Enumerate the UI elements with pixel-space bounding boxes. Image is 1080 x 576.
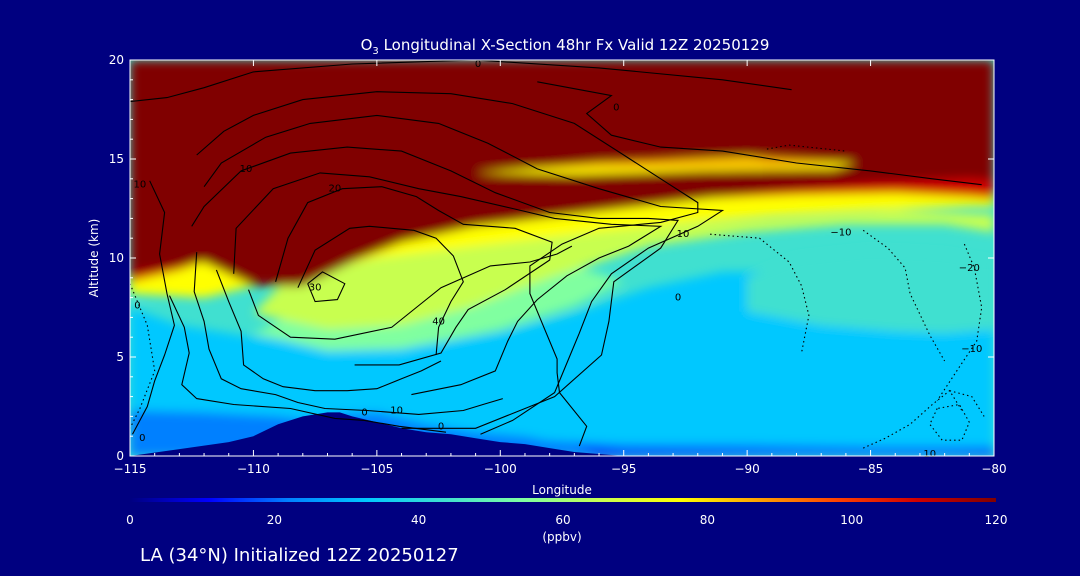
field-layer-3 (450, 436, 994, 456)
contour-line-3 (196, 91, 699, 447)
contour-label-9: 10 (390, 406, 403, 417)
contour-line-0 (130, 60, 792, 103)
contour-label-13: 0 (675, 293, 681, 304)
colorbar-tick-label: 80 (700, 513, 715, 527)
colorbar-tick-label: 60 (555, 513, 570, 527)
contour-label-7: 40 (432, 316, 445, 327)
y-axis: 0 5 10 15 20 (109, 53, 994, 463)
contour-label-1: 0 (613, 103, 619, 114)
contour-lines (130, 60, 985, 449)
contour-label-6: 30 (309, 283, 322, 294)
contour-line-20 (949, 390, 985, 417)
contour-line-5 (191, 146, 679, 429)
contour-line-9 (247, 245, 573, 340)
x-tick-label: −110 (237, 462, 270, 476)
x-tick-label: −115 (114, 462, 147, 476)
field-layer-11 (525, 159, 846, 169)
contour-line-14 (130, 283, 156, 429)
contour-label-3: 20 (329, 184, 342, 195)
contour-line-7 (275, 186, 553, 366)
x-axis-label: Longitude (532, 483, 592, 497)
contour-label-12: 10 (677, 229, 690, 240)
x-tick-label: −100 (484, 462, 517, 476)
colorbar-tick-label: 20 (267, 513, 282, 527)
y-tick-label: 15 (109, 152, 124, 166)
y-tick-label: 5 (116, 350, 124, 364)
footer-initialization-text: LA (34°N) Initialized 12Z 20250127 (140, 545, 459, 566)
x-tick-label: −105 (360, 462, 393, 476)
colorbar-tick-label: 40 (411, 513, 426, 527)
contour-line-11 (193, 252, 503, 415)
contour-label-15: −20 (959, 263, 980, 274)
x-tick-label: −85 (858, 462, 883, 476)
colorbar-tick-label: 120 (985, 513, 1008, 527)
contour-line-12 (169, 295, 447, 433)
contour-label-0: 0 (475, 59, 481, 70)
x-tick-label: −90 (734, 462, 759, 476)
contour-label-8: 0 (361, 407, 367, 418)
colorbar-ticks: 0 20 40 60 80 100 120 (126, 513, 1007, 527)
y-tick-label: 10 (109, 251, 124, 265)
contour-line-6 (233, 172, 663, 396)
contour-label-2: 10 (240, 164, 253, 175)
contour-label-5: 0 (134, 301, 140, 312)
contour-line-4 (203, 114, 725, 435)
contour-line-1 (537, 81, 982, 186)
x-axis: −115 −110 −105 −100 −95 −90 −85 −80 (114, 60, 1007, 476)
colorbar-tick-label: 0 (126, 513, 134, 527)
terrain (130, 412, 624, 456)
x-tick-label: −80 (981, 462, 1006, 476)
colorbar (130, 498, 996, 502)
colorbar-tick-label: 100 (840, 513, 863, 527)
contour-line-2 (132, 180, 175, 435)
contour-label-17: 10 (923, 449, 936, 460)
y-tick-label: 20 (109, 53, 124, 67)
contour-line-8 (297, 225, 464, 356)
contour-labels: 0 0 10 20 10 0 30 40 0 10 0 0 10 0 −10 −20 −10 10 (134, 59, 983, 460)
contour-line-13 (307, 271, 346, 303)
chart-title: O3 Longitudinal X-Section 48hr Fx Valid … (361, 36, 770, 57)
contour-line-19 (862, 389, 963, 449)
contour-label-14: −10 (830, 227, 851, 238)
contour-label-16: −10 (961, 344, 982, 355)
x-tick-label: −95 (611, 462, 636, 476)
terrain-mask (130, 412, 624, 456)
colorbar-units: (ppbv) (542, 530, 581, 544)
field-layer-7 (130, 188, 994, 298)
contour-label-4: 10 (134, 180, 147, 191)
y-axis-label: Altitude (km) (87, 219, 101, 298)
field-layer-4 (747, 250, 994, 334)
contour-line-18 (766, 144, 846, 152)
contour-line-10 (215, 269, 442, 392)
contour-label-11: 0 (139, 433, 145, 444)
contour-label-10: 0 (438, 421, 444, 432)
contour-line-15 (710, 233, 810, 354)
y-tick-label: 0 (116, 449, 124, 463)
